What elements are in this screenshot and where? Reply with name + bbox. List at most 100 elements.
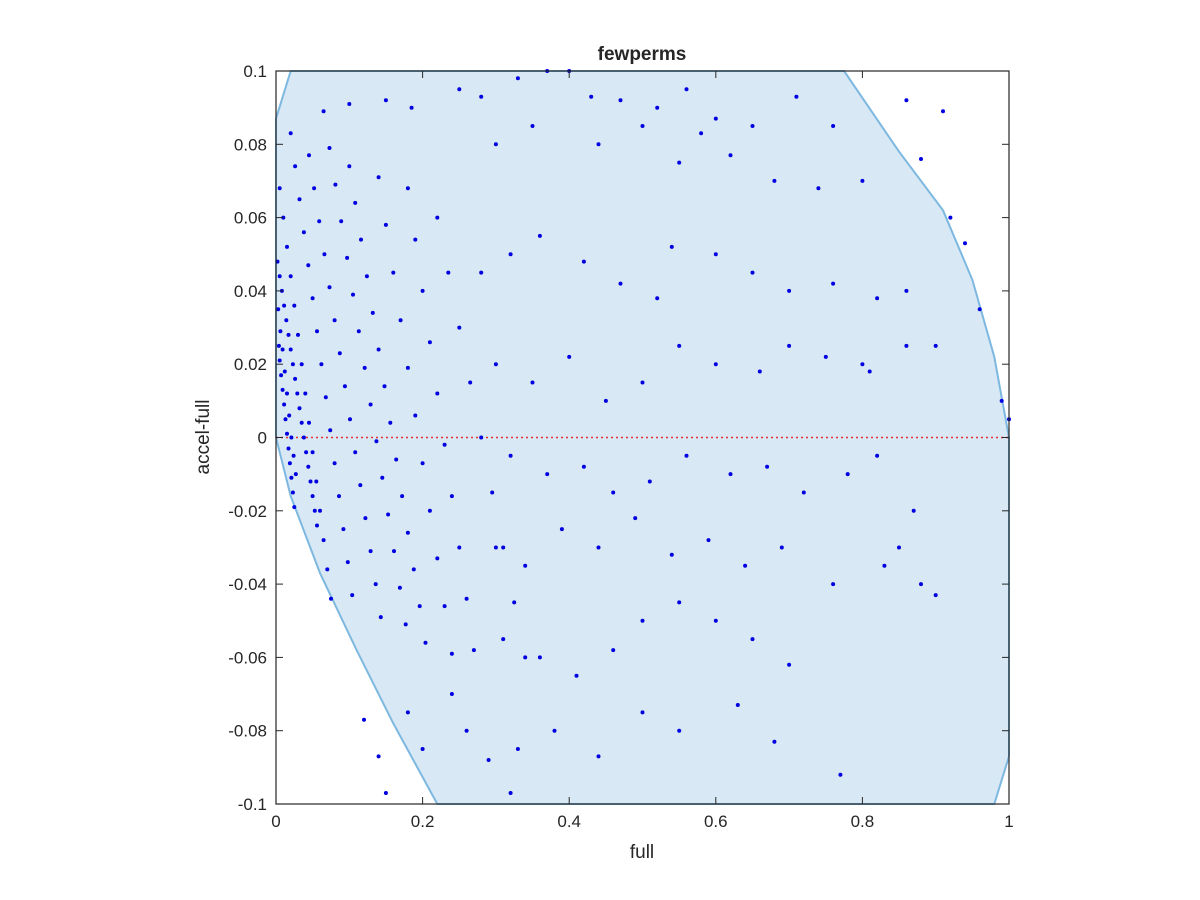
data-point — [449, 692, 454, 696]
data-point — [457, 87, 462, 92]
data-point — [383, 791, 388, 795]
data-point — [292, 505, 297, 510]
data-point — [285, 431, 289, 436]
data-point — [291, 453, 296, 458]
data-point — [904, 98, 909, 103]
data-point — [875, 296, 880, 301]
x-axis-label: full — [630, 842, 654, 863]
data-point — [284, 318, 289, 323]
data-point — [677, 160, 682, 165]
data-point — [449, 651, 454, 656]
data-point — [999, 398, 1004, 403]
data-point — [348, 417, 352, 422]
x-tick-label: 1 — [1004, 812, 1013, 831]
data-point — [471, 648, 476, 653]
data-point — [282, 369, 287, 374]
data-point — [293, 376, 298, 381]
data-point — [312, 508, 317, 513]
data-point — [362, 717, 366, 722]
data-point — [735, 703, 740, 707]
plot-area — [275, 69, 1011, 805]
data-point — [397, 585, 402, 590]
data-point — [405, 710, 410, 715]
data-point — [479, 94, 484, 99]
data-point — [677, 600, 682, 605]
data-point — [299, 420, 304, 425]
y-tick-label: 0.02 — [234, 355, 267, 374]
x-axis-ticks: 0 0.2 0.4 0.6 0.8 1 — [271, 71, 1014, 831]
data-point — [684, 453, 689, 458]
data-point — [897, 545, 901, 550]
data-point — [427, 340, 432, 345]
data-point — [290, 490, 295, 495]
data-point — [293, 164, 298, 169]
chart-title: fewperms — [598, 44, 687, 65]
data-point — [281, 215, 286, 220]
data-point — [831, 582, 836, 587]
data-point — [337, 494, 341, 499]
data-point — [816, 186, 821, 191]
data-point — [559, 527, 564, 532]
data-point — [603, 398, 608, 403]
data-point — [332, 461, 337, 466]
data-point — [618, 98, 623, 103]
data-point — [831, 281, 836, 286]
data-point — [875, 453, 880, 458]
data-point — [446, 270, 451, 275]
data-point — [750, 124, 755, 128]
data-point — [468, 380, 473, 385]
data-point — [325, 567, 330, 572]
data-point — [322, 252, 327, 257]
data-point — [750, 637, 755, 642]
data-point — [405, 365, 410, 370]
data-point — [277, 274, 282, 279]
data-point — [378, 615, 383, 620]
data-point — [413, 237, 418, 242]
data-point — [306, 263, 311, 268]
data-point — [512, 600, 517, 605]
data-point — [364, 274, 369, 279]
data-point — [589, 94, 594, 99]
data-point — [376, 175, 381, 180]
data-point — [919, 157, 923, 161]
data-point — [290, 362, 295, 367]
data-point — [339, 219, 344, 224]
y-tick-label: -0.02 — [228, 502, 267, 521]
data-point — [787, 288, 792, 293]
data-point — [356, 329, 361, 334]
data-point — [647, 479, 652, 484]
data-point — [417, 604, 422, 609]
data-point — [345, 560, 350, 565]
y-tick-label: 0.1 — [243, 62, 267, 81]
data-point — [312, 186, 317, 191]
data-point — [699, 131, 704, 136]
data-point — [933, 343, 938, 348]
data-point — [370, 310, 375, 315]
data-point — [282, 402, 287, 407]
data-point — [904, 288, 909, 293]
data-point — [347, 164, 352, 169]
data-point — [297, 406, 302, 411]
data-point — [655, 296, 660, 301]
data-point — [435, 556, 440, 561]
data-point — [449, 494, 454, 499]
data-point — [376, 347, 381, 352]
data-point — [293, 472, 298, 477]
data-point — [405, 530, 410, 535]
data-point — [420, 461, 425, 466]
data-point — [278, 329, 283, 334]
data-point — [283, 417, 288, 422]
data-point — [523, 655, 528, 660]
data-point — [479, 270, 484, 275]
data-point — [728, 472, 733, 477]
data-point — [420, 288, 425, 293]
data-point — [508, 252, 513, 257]
data-point — [860, 362, 865, 367]
data-point — [457, 545, 462, 550]
data-point — [321, 109, 326, 114]
data-point — [327, 146, 332, 150]
data-point — [845, 472, 850, 477]
data-point — [713, 116, 718, 121]
data-point — [677, 728, 682, 733]
data-point — [299, 362, 304, 367]
